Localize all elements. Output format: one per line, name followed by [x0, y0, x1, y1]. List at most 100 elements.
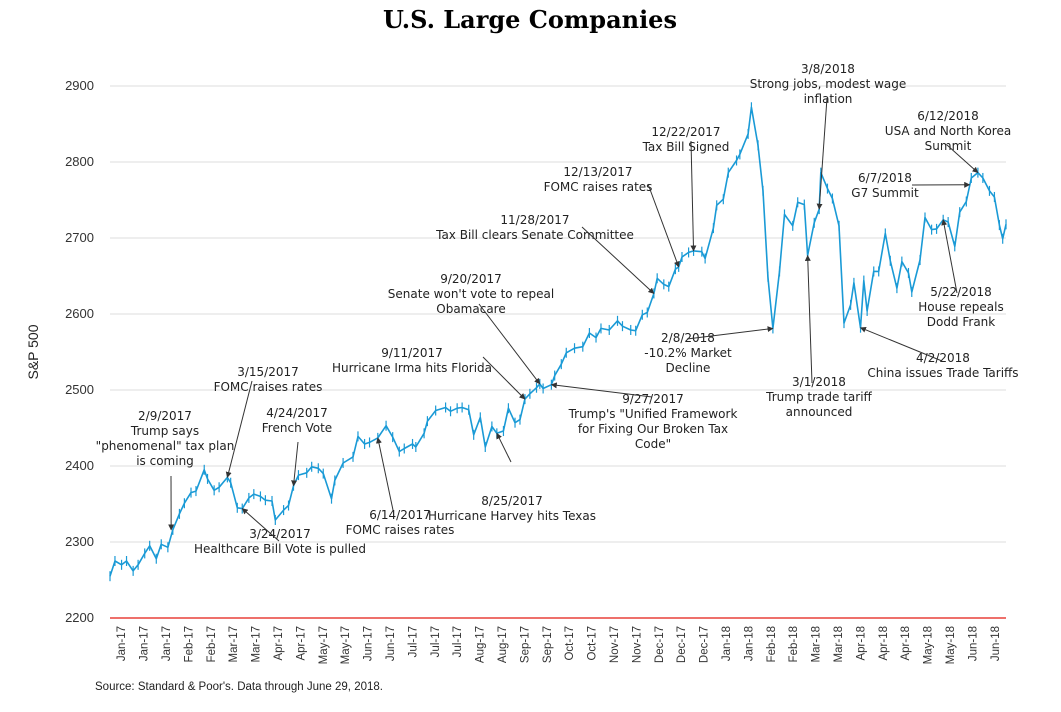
- y-tick-label: 2400: [65, 458, 94, 473]
- annotation-text: 3/8/2018: [801, 62, 855, 76]
- annotation-text: 11/28/2017: [500, 213, 569, 227]
- y-tick-label: 2300: [65, 534, 94, 549]
- annotation-text: 6/14/2017: [369, 508, 431, 522]
- x-tick-label: May-18: [945, 626, 957, 664]
- annotation-text: inflation: [804, 92, 853, 106]
- annotation-text: FOMC raises rates: [346, 523, 455, 537]
- annotation-text: 9/20/2017: [440, 272, 502, 286]
- annotation-text: G7 Summit: [851, 186, 919, 200]
- y-tick-label: 2800: [65, 154, 94, 169]
- x-tick-label: May-17: [318, 626, 330, 664]
- annotation-text: 4/2/2018: [916, 351, 970, 365]
- annotation-arrow: [241, 508, 280, 542]
- annotation-text: 12/13/2017: [563, 165, 632, 179]
- price-series: [109, 102, 1007, 582]
- x-tick-label: Jul-17: [452, 626, 464, 657]
- annotation-arrow: [550, 382, 653, 398]
- annotation-text: 3/1/2018: [792, 375, 846, 389]
- annotation-text: Hurricane Harvey hits Texas: [428, 509, 596, 523]
- x-tick-label: Aug-17: [497, 626, 509, 663]
- annotation-text: Trump trade tariff: [765, 390, 872, 404]
- annotation-text: Dodd Frank: [927, 315, 996, 329]
- x-axis-ticks: Jan-17 Jan-17 Jan-17 Feb-17 Feb-17 Mar-17 Mar-…: [116, 626, 1002, 664]
- annotation-arrow: [581, 226, 655, 294]
- x-tick-label: Jan-17: [161, 626, 173, 661]
- annotation-text: USA and North Korea: [885, 124, 1011, 138]
- annotation-arrow: [482, 356, 526, 400]
- x-tick-label: Feb-17: [183, 626, 195, 662]
- annotation-text: "phenomenal" tax plan: [96, 439, 235, 453]
- annotation-text: 6/7/2018: [858, 171, 912, 185]
- y-tick-label: 2600: [65, 306, 94, 321]
- annotation-arrow: [496, 432, 512, 463]
- x-tick-label: May-18: [923, 626, 935, 664]
- x-tick-label: Apr-18: [900, 626, 912, 661]
- x-tick-label: Jul-17: [407, 626, 419, 657]
- annotation-arrow: [375, 437, 394, 511]
- x-tick-label: Jan-17: [116, 626, 128, 661]
- annotation-text: Decline: [666, 361, 711, 375]
- annotation-arrow: [690, 140, 697, 252]
- annotation-text: 5/22/2018: [930, 285, 992, 299]
- x-tick-label: Apr-18: [878, 626, 890, 661]
- annotation-arrow: [816, 97, 828, 210]
- y-axis-ticks: 2200 2300 2400 2500 2600 2700 2800 2900: [65, 78, 94, 625]
- annotation-text: 4/24/2017: [266, 406, 328, 420]
- x-tick-label: Aug-17: [475, 626, 487, 663]
- x-tick-label: Sep-17: [542, 626, 554, 663]
- x-tick-label: Sep-17: [519, 626, 531, 663]
- annotation-text: Trump says: [130, 424, 199, 438]
- annotation-arrow: [859, 326, 943, 362]
- annotation-text: Strong jobs, modest wage: [750, 77, 907, 91]
- x-tick-label: Dec-17: [676, 626, 688, 663]
- annotation-text: Code": [635, 437, 671, 451]
- x-tick-label: Jan-18: [743, 626, 755, 661]
- x-tick-label: Oct-17: [587, 626, 599, 661]
- annotation-text: 9/11/2017: [381, 346, 443, 360]
- x-tick-label: Jun-18: [967, 626, 979, 661]
- x-tick-label: Mar-18: [833, 626, 845, 662]
- annotation-text: Tax Bill Signed: [642, 140, 730, 154]
- annotation-arrow: [647, 183, 680, 268]
- x-tick-label: Jan-18: [721, 626, 733, 661]
- annotation-text: for Fixing Our Broken Tax: [578, 422, 728, 436]
- x-tick-label: Apr-17: [273, 626, 285, 661]
- x-tick-label: Apr-17: [295, 626, 307, 661]
- annotation-arrow: [291, 441, 299, 487]
- annotation-arrow: [225, 380, 253, 478]
- annotation-text: House repeals: [918, 300, 1003, 314]
- annotation-text: announced: [786, 405, 853, 419]
- gridlines: [110, 85, 1006, 543]
- x-tick-label: Jul-17: [430, 626, 442, 657]
- annotation-arrow: [478, 303, 541, 385]
- x-tick-label: Feb-18: [788, 626, 800, 662]
- x-tick-label: Dec-17: [654, 626, 666, 663]
- annotation-arrow: [804, 254, 813, 384]
- annotation-text: 8/25/2017: [481, 494, 543, 508]
- annotation-text: Hurricane Irma hits Florida: [332, 361, 492, 375]
- x-tick-label: Nov-17: [609, 626, 621, 663]
- x-tick-label: Jun-17: [385, 626, 397, 661]
- x-tick-label: Oct-17: [564, 626, 576, 661]
- y-tick-label: 2200: [65, 610, 94, 625]
- annotation-text: French Vote: [262, 421, 332, 435]
- annotation-text: 3/24/2017: [249, 527, 311, 541]
- x-tick-label: Dec-17: [699, 626, 711, 663]
- annotation-text: 3/15/2017: [237, 365, 299, 379]
- chart-title: U.S. Large Companies: [383, 5, 677, 34]
